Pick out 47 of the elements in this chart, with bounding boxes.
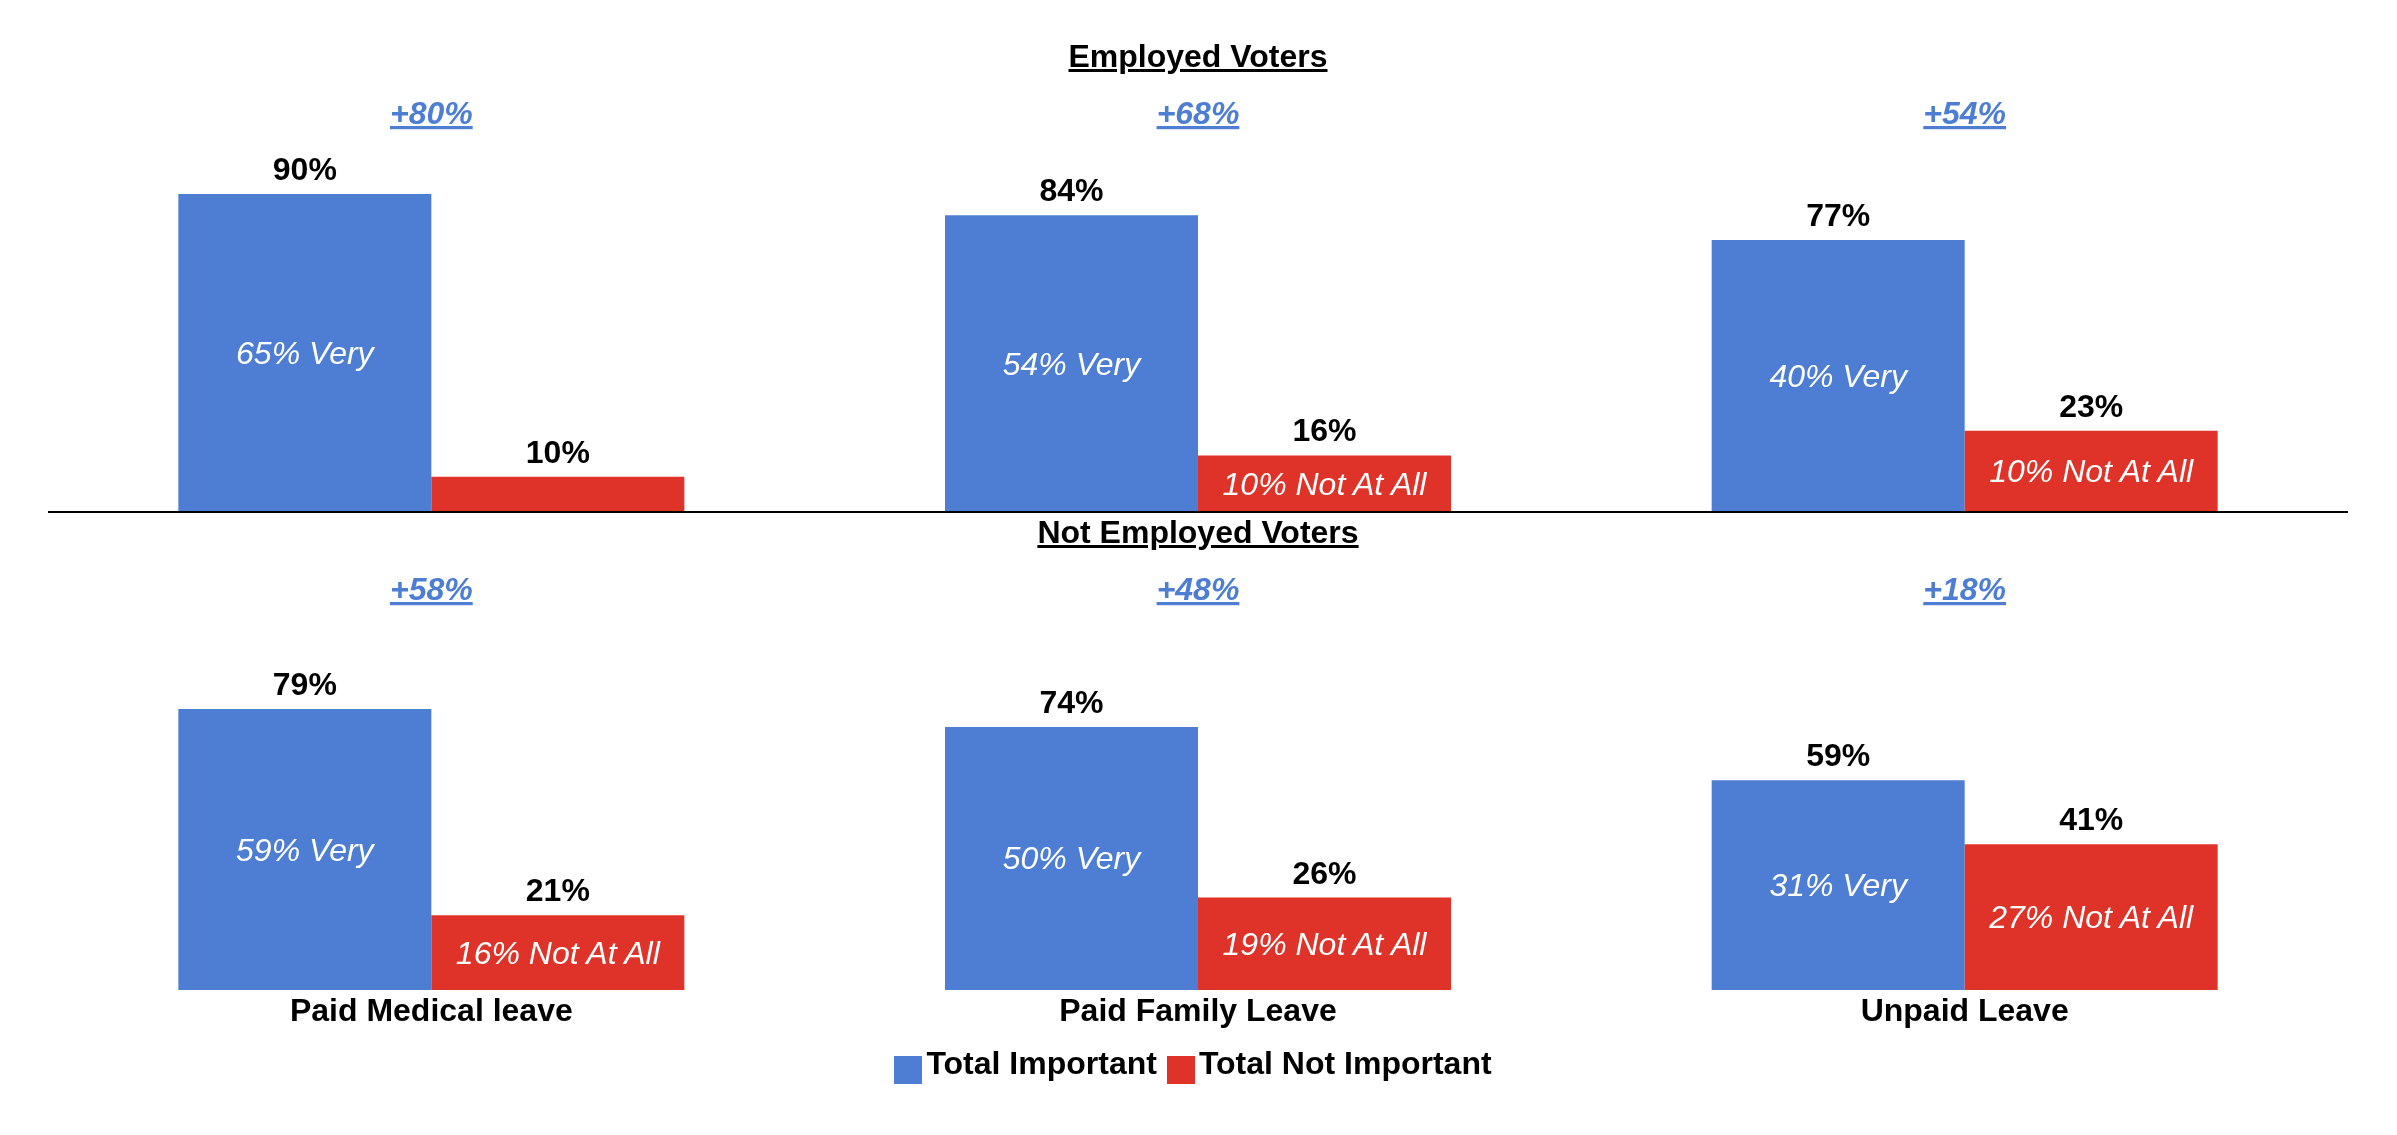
annotation: 50% Very [1002,840,1143,877]
data-label: 21% [525,872,590,909]
annotation: 65% Very [236,335,376,371]
chart-title: Not Employed Voters [1036,514,1360,552]
legend-label: Total Not Important [1198,1045,1492,1081]
bar [1711,780,1965,990]
annotation: 16% Not At All [455,934,661,971]
bar [1198,897,1451,990]
annotation: 54% Very [1002,345,1143,382]
legend-label: Total Important [926,1045,1157,1081]
annotation: 10% Not At All [1222,465,1428,502]
bar [431,476,685,512]
data-label: 41% [2059,801,2124,838]
text: +80% [389,95,473,131]
annotation: 27% Not At All [1988,899,2195,936]
bar [945,726,1198,990]
annotation: 31% Very [1769,867,1909,904]
bar [945,215,1198,512]
x-tick-label: Unpaid Leave [1860,991,2069,1028]
data-label: 79% [272,666,337,703]
bar [1711,239,1965,512]
data-label: 59% [1806,737,1871,774]
data-label: 84% [1039,172,1104,209]
text: +48% [1156,571,1240,607]
annotation: 10% Not At All [1989,453,2195,490]
text: +54% [1923,95,2007,131]
bar [178,194,432,512]
text: +68% [1156,95,1240,131]
text: +58% [389,571,473,607]
bar [178,709,432,990]
data-label: 16% [1292,412,1357,449]
annotation: 19% Not At All [1222,925,1428,962]
bar [431,915,685,990]
annotation: 59% Very [236,831,376,868]
x-tick-label: Paid Family Leave [1059,991,1337,1028]
data-label: 26% [1292,854,1357,891]
bar [1964,430,2218,512]
data-label: 10% [525,433,590,470]
data-label: 23% [2059,387,2124,424]
bar [1964,844,2218,990]
annotation: 40% Very [1769,357,1909,394]
chart-title: Employed Voters [1067,38,1329,76]
data-label: 77% [1806,196,1871,233]
data-label: 90% [272,151,337,187]
x-tick-label: Paid Medical leave [289,991,573,1028]
data-label: 74% [1039,683,1104,720]
text: +18% [1923,571,2007,607]
